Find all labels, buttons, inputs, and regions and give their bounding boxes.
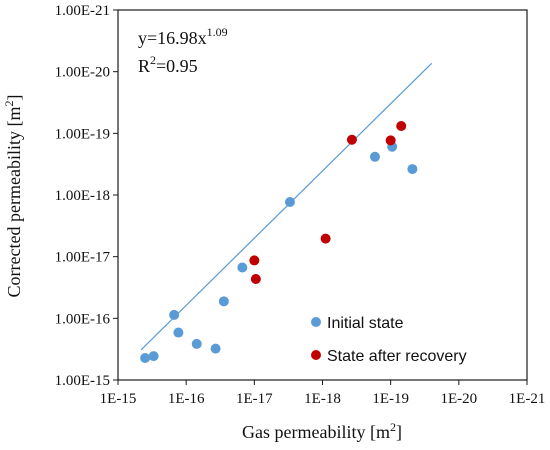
- point-state-after-recovery: [346, 134, 357, 145]
- point-initial-state: [218, 296, 229, 307]
- point-state-after-recovery: [249, 255, 260, 266]
- trendline-group: [140, 62, 433, 351]
- x-axis-ticks: 1E-15 1E-16 1E-17 1E-18 1E-19 1E-20 1E-21: [100, 380, 546, 407]
- x-tick-label: 1E-20: [440, 391, 477, 407]
- data-points: [140, 120, 418, 364]
- point-state-after-recovery: [320, 233, 331, 244]
- point-initial-state: [369, 151, 380, 162]
- point-initial-state: [284, 197, 295, 208]
- x-tick-label: 1E-15: [100, 391, 137, 407]
- r-squared-label: R2=0.95: [138, 53, 198, 76]
- point-initial-state: [173, 327, 184, 338]
- point-initial-state: [407, 164, 418, 175]
- point-state-after-recovery: [385, 135, 396, 146]
- y-tick-label: 1.00E-19: [55, 126, 110, 142]
- y-tick-label: 1.00E-18: [55, 188, 110, 204]
- trendline-equation: y=16.98x1.09: [138, 25, 228, 48]
- point-initial-state: [191, 338, 202, 349]
- legend-label-initial-state: Initial state: [327, 315, 404, 332]
- legend-marker-initial-state: [311, 317, 321, 327]
- x-tick-label: 1E-21: [509, 391, 546, 407]
- point-initial-state: [148, 351, 159, 362]
- legend: Initial state State after recovery: [311, 315, 467, 365]
- x-axis-title: Gas permeability [m2]: [242, 420, 402, 442]
- x-tick-label: 1E-19: [372, 391, 409, 407]
- point-state-after-recovery: [396, 120, 407, 131]
- y-tick-label: 1.00E-15: [55, 373, 110, 389]
- y-axis-title: Corrected permeability [m2]: [2, 95, 24, 298]
- legend-label-state-after-recovery: State after recovery: [327, 348, 467, 365]
- y-tick-label: 1.00E-17: [55, 250, 111, 266]
- y-tick-label: 1.00E-20: [55, 65, 110, 81]
- y-axis-ticks: 1.00E-15 1.00E-16 1.00E-17 1.00E-18 1.00E-19…: [55, 3, 118, 389]
- point-state-after-recovery: [250, 273, 261, 284]
- x-tick-label: 1E-16: [168, 391, 205, 407]
- y-tick-label: 1.00E-16: [55, 311, 111, 327]
- point-initial-state: [237, 262, 248, 273]
- x-tick-label: 1E-18: [304, 391, 341, 407]
- y-tick-label: 1.00E-21: [55, 3, 110, 19]
- trendline: [140, 62, 433, 351]
- point-initial-state: [169, 309, 180, 320]
- legend-marker-state-after-recovery: [311, 350, 321, 360]
- x-tick-label: 1E-17: [236, 391, 273, 407]
- point-initial-state: [140, 353, 151, 364]
- point-initial-state: [210, 343, 221, 354]
